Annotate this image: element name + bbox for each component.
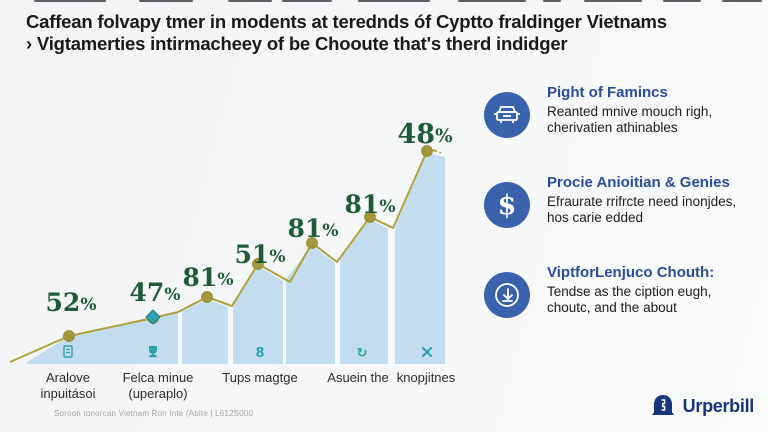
- trophy-icon: [149, 346, 157, 358]
- dollar-icon: $: [484, 182, 530, 228]
- feature-item: $ Procie Anioitian & Genies Efraurate rr…: [484, 174, 736, 228]
- area-segment: [395, 153, 445, 364]
- refresh-icon: ↻: [357, 346, 368, 361]
- x-axis-label: Tups magtge: [222, 370, 298, 385]
- title-line-1: Caffean folvapy tmer in modents at tered…: [26, 11, 667, 32]
- value-label: 48%: [397, 119, 452, 150]
- value-label: 81%: [183, 263, 234, 292]
- data-point-dot: [201, 291, 213, 303]
- brand-logo: Urperbill: [650, 393, 754, 419]
- area-segment: [27, 313, 178, 364]
- trend-line-tail: [432, 149, 442, 154]
- top-border-dashes: [0, 0, 768, 3]
- value-label: 81%: [345, 190, 396, 219]
- diamond-icon: [145, 309, 161, 325]
- feature-body: Efraurate rrifrcte need inonjdes, hos ca…: [547, 194, 737, 226]
- data-point-dot: [364, 211, 376, 223]
- data-point-dot: [421, 145, 433, 157]
- bell-icon: [651, 395, 674, 415]
- data-point-dot: [63, 330, 75, 342]
- source-note: Soroon tonorcan Vietnam Ron Inte (Ablte …: [54, 409, 254, 418]
- logo-text: Urperbill: [682, 395, 755, 416]
- feature-title: Procie Anioitian & Genies: [547, 174, 730, 191]
- page-title: Caffean folvapy tmer in modents at tered…: [26, 11, 736, 55]
- feature-title: ViptforLenjuco Chouth:: [547, 264, 715, 281]
- truck-icon: [484, 92, 530, 138]
- x-axis-label: Felca minue (uperaplo): [122, 370, 194, 402]
- feature-body: Tendse as the ciption eugh, choutc, and …: [547, 284, 712, 316]
- download-circle-icon: [484, 272, 530, 318]
- feature-item: Pight of Famincs Reanted mnive mouch rig…: [484, 84, 712, 138]
- data-point-dot: [306, 237, 318, 249]
- area-segment: [340, 219, 388, 364]
- feature-item: ViptforLenjuco Chouth: Tendse as the cip…: [484, 264, 714, 318]
- area-segment: [286, 245, 335, 364]
- x-axis-label: knopjitnes: [396, 370, 456, 385]
- value-label: 81%: [288, 214, 339, 243]
- eight-icon: 8: [255, 346, 264, 361]
- title-line-2: › Vigtamerties intirmacheey of be Choout…: [26, 32, 568, 54]
- value-label: 51%: [235, 240, 286, 269]
- data-point-dot: [252, 258, 264, 270]
- area-segment: [233, 266, 283, 364]
- x-axis-label: Asuein the: [327, 370, 389, 385]
- value-label: 47%: [130, 278, 181, 307]
- document-icon: [63, 345, 73, 358]
- feature-title: Pight of Famincs: [547, 84, 668, 101]
- value-label: 52%: [46, 288, 97, 317]
- svg-text:↻: ↻: [357, 346, 368, 361]
- feature-body: Reanted mnive mouch righ, cherivatien at…: [547, 104, 713, 136]
- x-axis-label: Aralove inpuitásoi: [40, 370, 96, 402]
- area-segment: [182, 299, 228, 364]
- trend-area-chart: 52% 47%81%51%81%81%48%8 ↻: [9, 119, 453, 364]
- x-icon: [421, 346, 433, 358]
- svg-text:8: 8: [255, 346, 264, 361]
